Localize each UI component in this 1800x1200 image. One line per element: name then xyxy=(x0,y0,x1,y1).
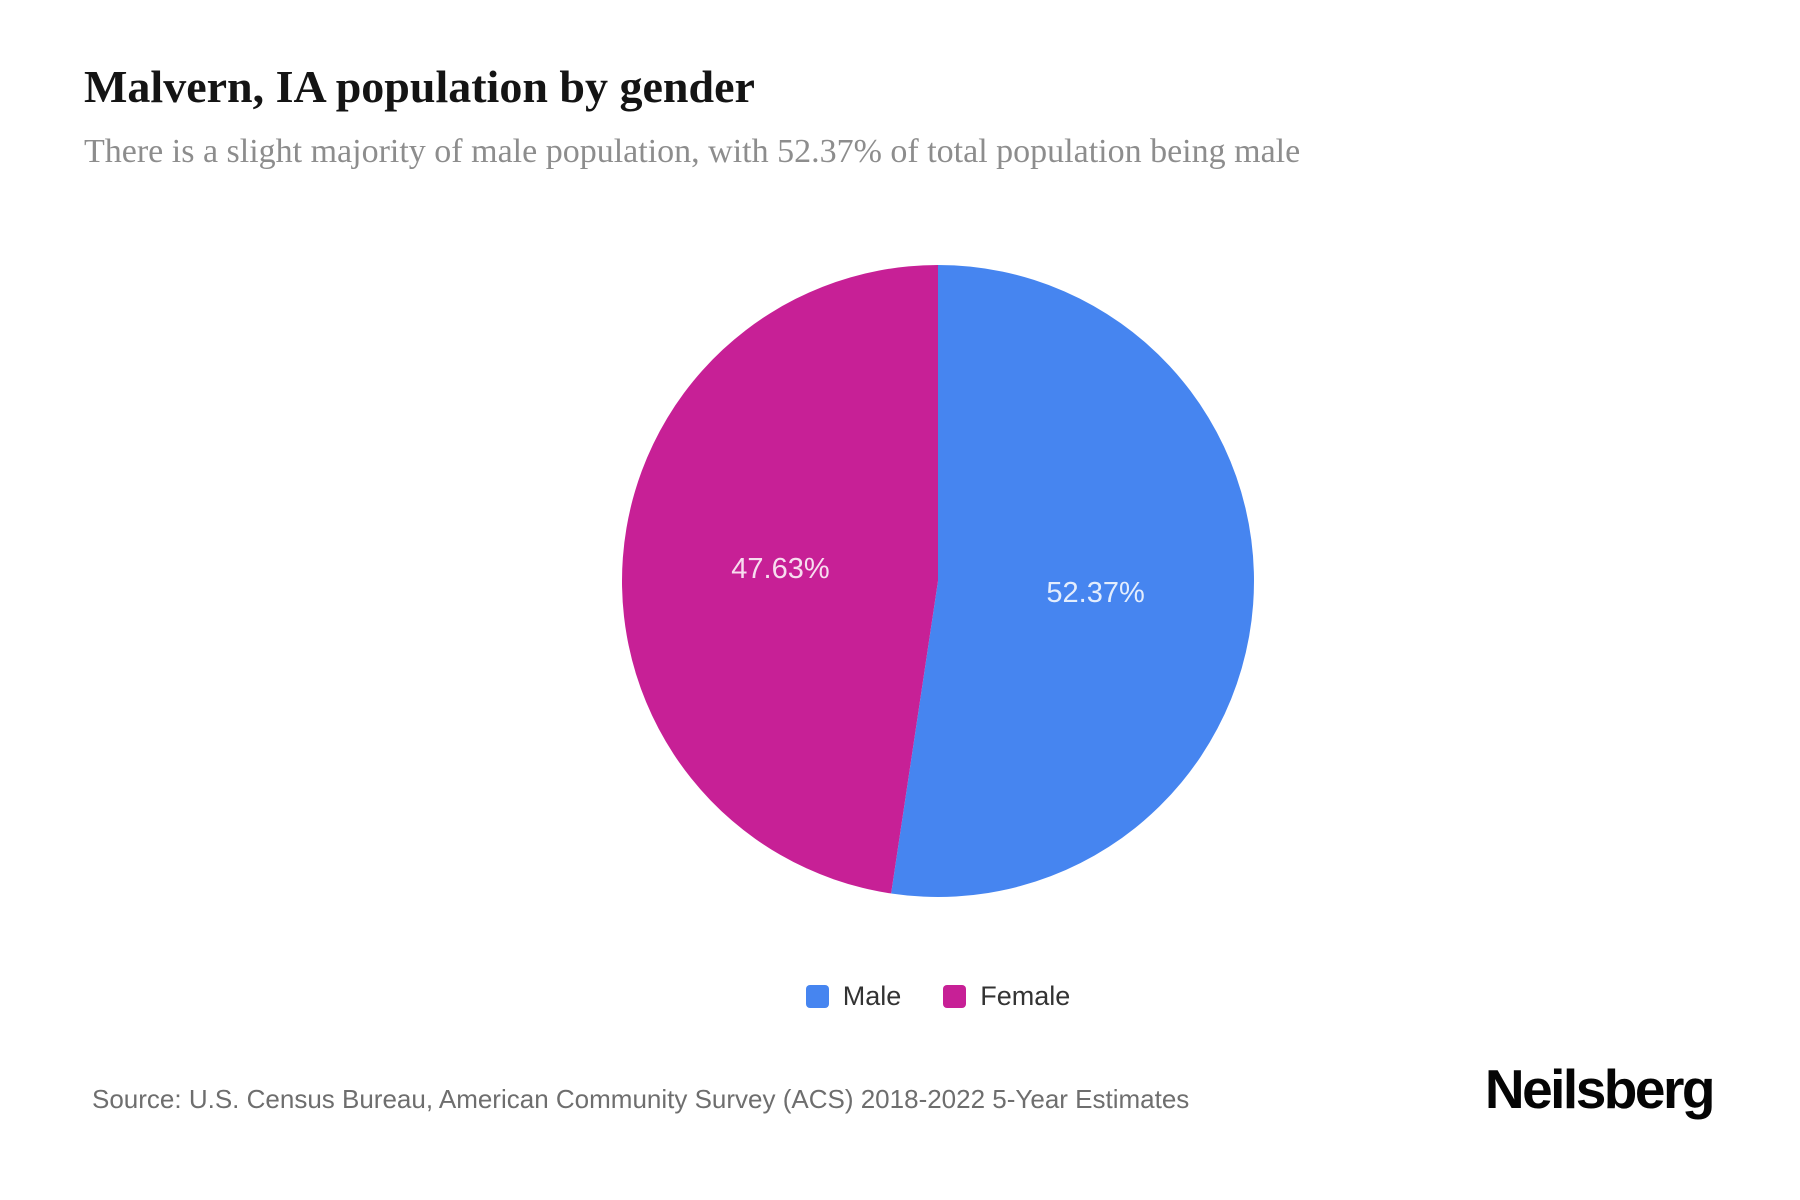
legend-swatch-male xyxy=(805,985,829,1008)
legend-label: Male xyxy=(842,981,902,1011)
pie-slice-female[interactable] xyxy=(622,265,938,894)
legend-item-female[interactable]: Female xyxy=(943,981,1070,1012)
pie-slice-male[interactable] xyxy=(891,265,1254,897)
pie-chart: 52.37% 47.63% xyxy=(588,231,1288,931)
chart-title: Malvern, IA population by gender xyxy=(84,61,755,112)
legend-label: Female xyxy=(980,981,1071,1011)
chart-subtitle: There is a slight majority of male popul… xyxy=(84,133,1301,170)
slice-label-female: 47.63% xyxy=(731,553,829,585)
slice-label-male: 52.37% xyxy=(1046,577,1144,609)
legend-swatch-female xyxy=(943,985,967,1008)
legend-item-male[interactable]: Male xyxy=(805,981,902,1012)
brand-logo[interactable]: Neilsberg xyxy=(1484,1058,1716,1120)
pie-svg: 52.37% 47.63% xyxy=(622,265,1254,897)
legend: Male Female xyxy=(588,981,1288,1012)
source-note: Source: U.S. Census Bureau, American Com… xyxy=(92,1084,1190,1114)
